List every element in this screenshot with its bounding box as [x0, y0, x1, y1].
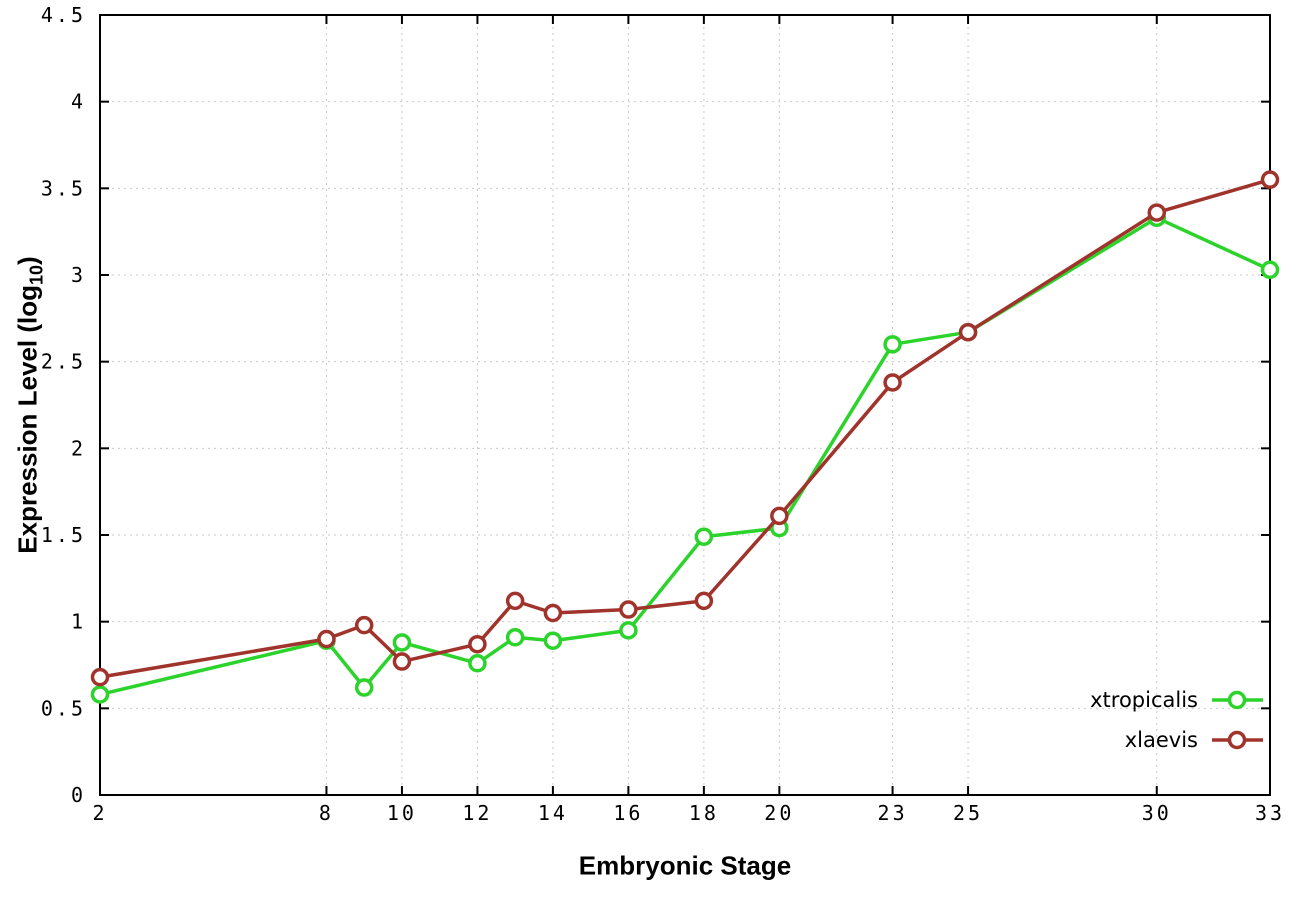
plot-border — [99, 14, 1271, 796]
x-tick-label: 12 — [462, 801, 492, 825]
data-point-xtropicalis — [392, 633, 412, 652]
data-point-xlaevis — [1260, 170, 1280, 189]
data-point-xlaevis — [543, 603, 563, 623]
legend-label-xlaevis: xlaevis — [1125, 728, 1198, 752]
x-tick-label: 8 — [319, 801, 334, 825]
y-tick-label: 1.5 — [41, 523, 86, 547]
series-line-xtropicalis — [98, 216, 1272, 697]
data-point-xtropicalis — [354, 678, 374, 697]
y-tick-label: 0.5 — [41, 696, 86, 720]
legend-marker-xlaevis — [1227, 730, 1247, 750]
data-point-xtropicalis — [468, 654, 487, 673]
data-point-xlaevis — [468, 634, 487, 654]
x-tick-label: 20 — [764, 801, 794, 825]
y-axis-title-text: Expression Level (log — [12, 284, 43, 554]
y-tick-label: 4 — [71, 90, 86, 114]
data-point-xlaevis — [694, 591, 714, 611]
data-point-xlaevis — [505, 591, 525, 611]
data-point-xlaevis — [392, 652, 412, 671]
y-axis-title: Expression Level (log10) — [12, 256, 47, 553]
data-point-xlaevis — [619, 600, 638, 619]
data-point-xtropicalis — [883, 335, 902, 354]
data-point-xtropicalis — [694, 527, 714, 546]
data-point-xlaevis — [958, 322, 978, 342]
x-tick-label: 18 — [689, 801, 719, 825]
data-point-xlaevis — [317, 629, 336, 649]
data-point-xlaevis — [1147, 203, 1167, 222]
x-tick-label: 33 — [1255, 801, 1285, 825]
legend-marker-xtropicalis — [1227, 690, 1247, 710]
data-point-xtropicalis — [90, 685, 110, 704]
x-tick-label: 23 — [878, 801, 908, 825]
x-axis-title: Embryonic Stage — [578, 850, 792, 881]
data-point-xlaevis — [90, 667, 110, 687]
data-point-xlaevis — [354, 615, 374, 635]
data-point-xtropicalis — [619, 621, 638, 640]
y-tick-label: 2 — [71, 436, 86, 460]
y-tick-label: 0 — [71, 783, 86, 807]
y-axis-title-subscript: 10 — [26, 264, 47, 285]
x-tick-label: 30 — [1142, 801, 1172, 825]
y-tick-label: 2.5 — [41, 350, 86, 374]
x-tick-label: 14 — [538, 801, 568, 825]
x-tick-label: 2 — [92, 801, 107, 825]
x-tick-label: 16 — [613, 801, 643, 825]
data-point-xtropicalis — [1260, 260, 1280, 280]
y-axis-title-close: ) — [12, 256, 43, 265]
x-tick-label: 25 — [953, 801, 983, 825]
y-tick-label: 3 — [71, 263, 86, 287]
x-tick-label: 10 — [387, 801, 417, 825]
data-point-xlaevis — [770, 506, 789, 526]
data-point-xlaevis — [883, 373, 902, 392]
y-tick-label: 3.5 — [41, 176, 86, 200]
data-point-xtropicalis — [543, 631, 563, 650]
y-tick-label: 4.5 — [41, 3, 86, 27]
y-tick-label: 1 — [71, 610, 86, 634]
legend-label-xtropicalis: xtropicalis — [1090, 688, 1198, 712]
data-point-xtropicalis — [505, 628, 525, 647]
